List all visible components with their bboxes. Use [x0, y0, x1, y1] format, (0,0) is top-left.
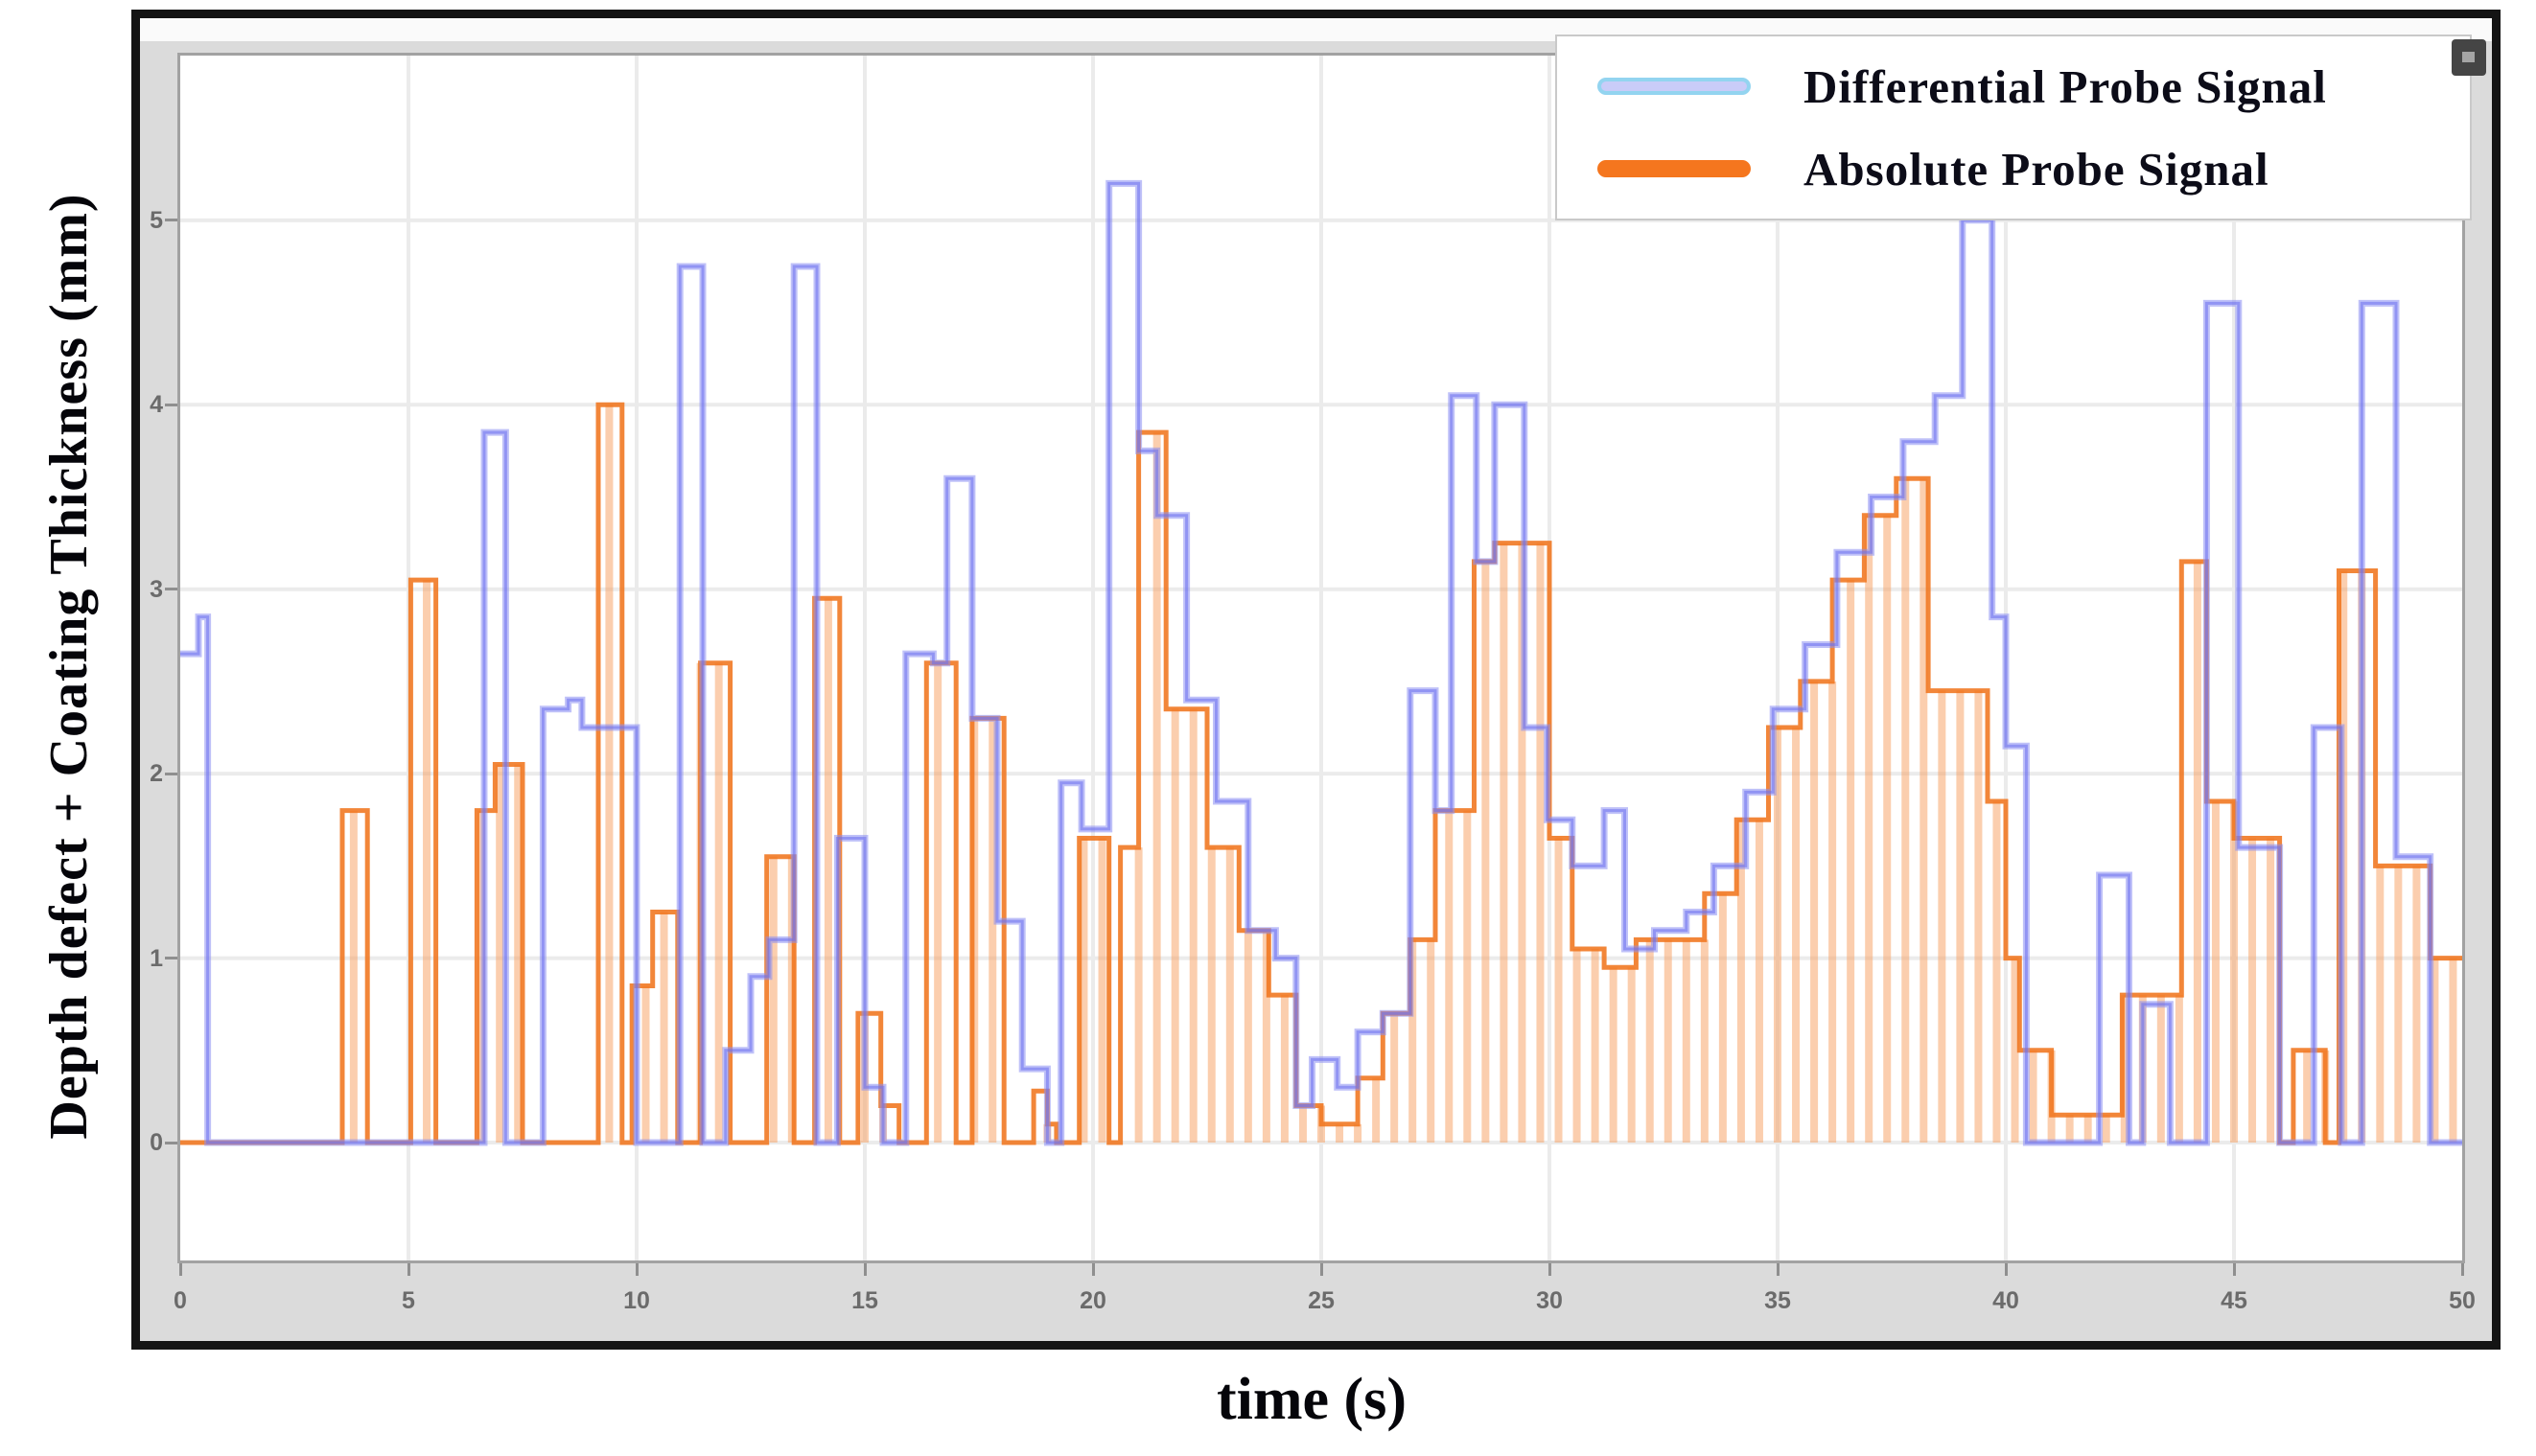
x-tick-mark — [407, 1263, 410, 1276]
figure: 0 1 2 3 4 5 0 5 10 15 20 25 30 35 40 45 50 Differential … — [131, 10, 2501, 1350]
x-tick-mark — [635, 1263, 639, 1276]
x-tick-label: 25 — [1308, 1287, 1335, 1314]
y-tick-mark — [165, 957, 177, 960]
x-tick-label: 5 — [402, 1287, 415, 1314]
x-tick-mark — [1319, 1263, 1323, 1276]
resize-grip-dot — [2462, 52, 2475, 62]
differential-line-swatch-icon — [1597, 78, 1751, 95]
y-tick-label: 2 — [150, 760, 163, 788]
y-tick-mark — [165, 1141, 177, 1144]
x-tick-mark — [2004, 1263, 2008, 1276]
x-tick-label: 10 — [623, 1287, 650, 1314]
x-tick-mark — [2460, 1263, 2464, 1276]
y-tick-mark — [165, 588, 177, 591]
x-tick-mark — [1091, 1263, 1095, 1276]
x-tick-label: 50 — [2449, 1287, 2476, 1314]
x-tick-mark — [2232, 1263, 2236, 1276]
y-tick-mark — [165, 219, 177, 222]
x-tick-label: 40 — [1992, 1287, 2019, 1314]
plot-area — [177, 53, 2465, 1263]
x-tick-label: 0 — [174, 1287, 187, 1314]
x-tick-mark — [178, 1263, 182, 1276]
absolute-line-swatch-icon — [1597, 160, 1751, 177]
legend-label: Absolute Probe Signal — [1803, 142, 2269, 196]
y-tick-mark — [165, 403, 177, 406]
x-tick-label: 30 — [1536, 1287, 1563, 1314]
y-tick-label: 5 — [150, 206, 163, 234]
x-tick-mark — [1776, 1263, 1780, 1276]
x-tick-mark — [863, 1263, 867, 1276]
x-tick-label: 20 — [1080, 1287, 1106, 1314]
legend-item: Differential Probe Signal — [1557, 52, 2470, 121]
y-tick-mark — [165, 772, 177, 775]
chart-svg — [180, 56, 2462, 1260]
y-tick-label: 4 — [150, 391, 163, 419]
x-tick-label: 15 — [851, 1287, 878, 1314]
resize-grip-icon[interactable] — [2452, 39, 2486, 76]
x-tick-label: 35 — [1764, 1287, 1791, 1314]
x-axis-label: time (s) — [1217, 1367, 1407, 1432]
y-axis-label: Depth defect + Coating Thickness (mm) — [39, 193, 99, 1140]
legend-label: Differential Probe Signal — [1803, 59, 2327, 113]
differential-series-core — [180, 181, 2462, 1144]
x-tick-label: 45 — [2221, 1287, 2247, 1314]
x-tick-mark — [1547, 1263, 1551, 1276]
legend: Differential Probe Signal Absolute Probe… — [1555, 35, 2472, 220]
y-tick-label: 0 — [150, 1129, 163, 1157]
y-tick-label: 1 — [150, 944, 163, 972]
legend-item: Absolute Probe Signal — [1557, 134, 2470, 203]
y-tick-label: 3 — [150, 575, 163, 603]
